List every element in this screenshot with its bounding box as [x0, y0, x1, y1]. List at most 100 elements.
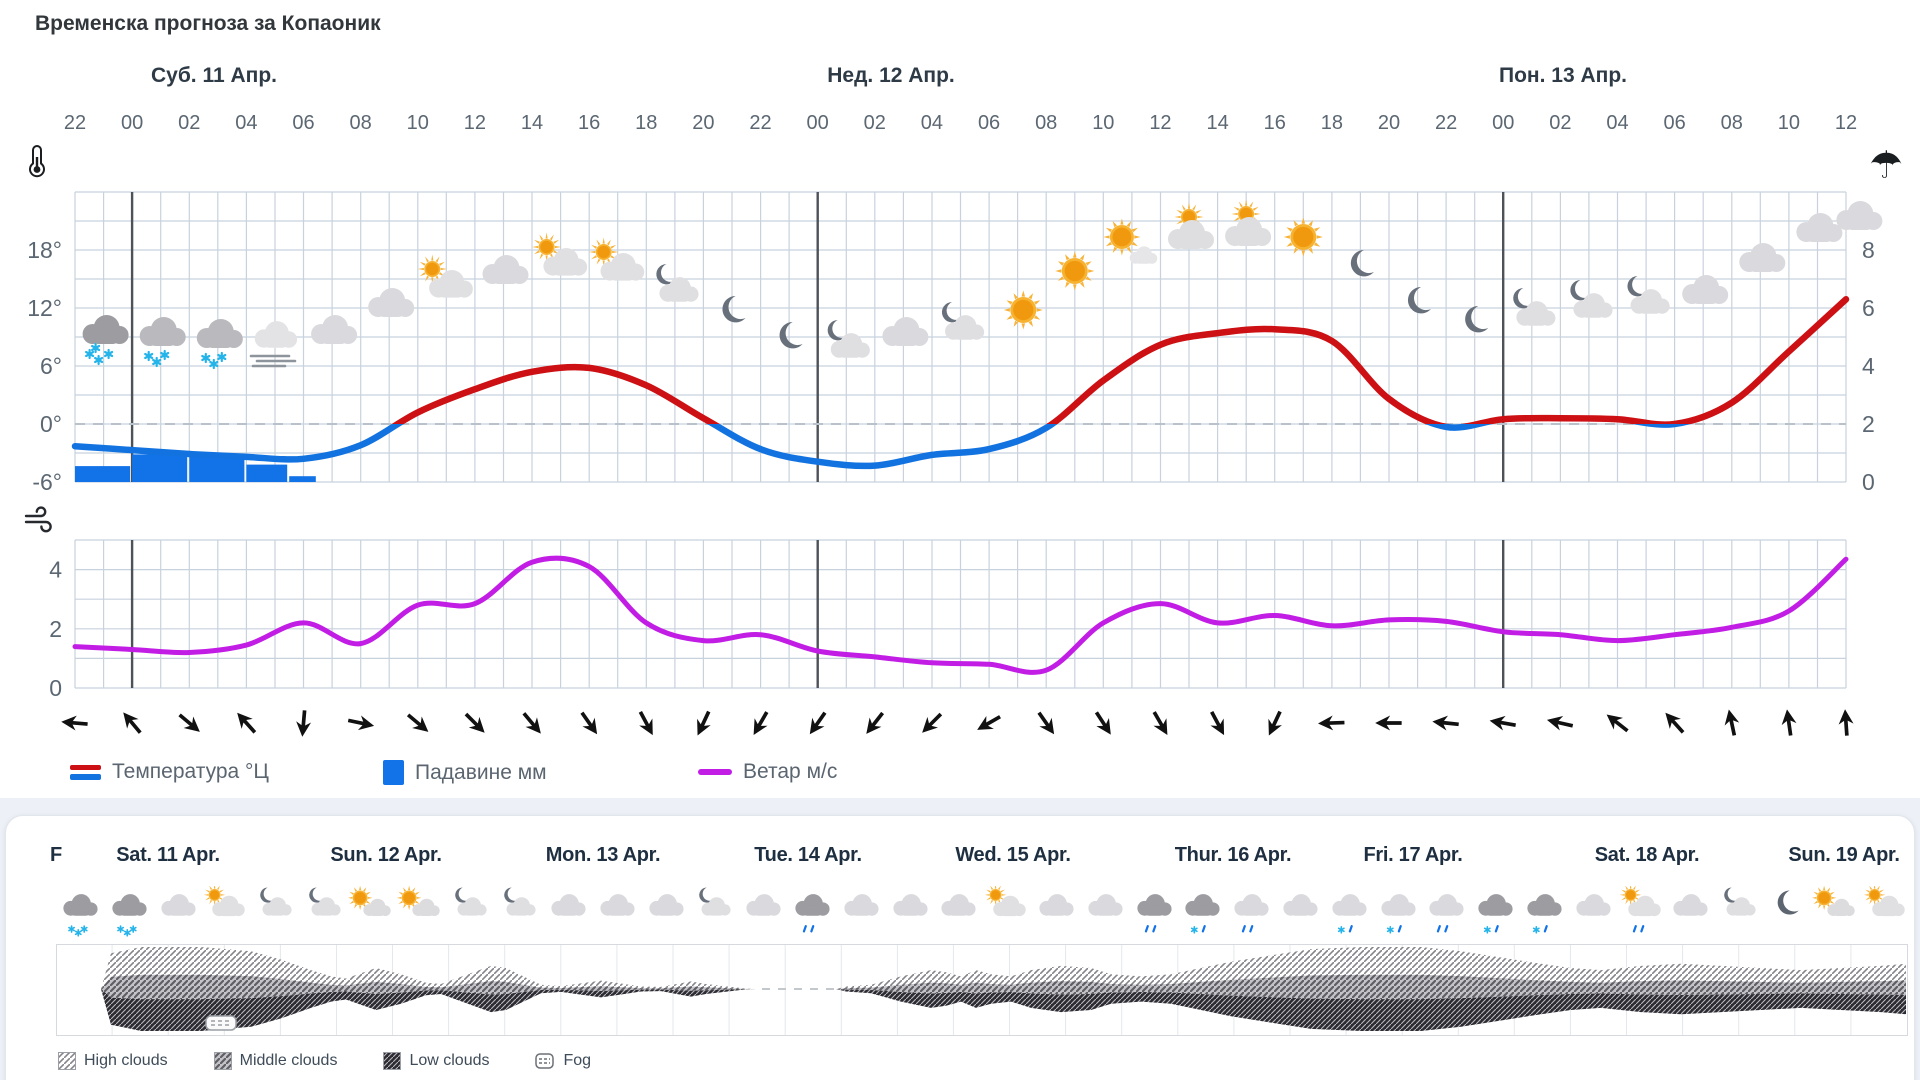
sky-icon-cloud-sun — [1168, 202, 1214, 249]
forecast-icon-cloud — [1373, 886, 1421, 943]
time-label: 02 — [1549, 112, 1572, 134]
time-label: 16 — [578, 112, 601, 134]
forecast-icon-sun-cloud — [201, 884, 249, 943]
temperature-line-below-zero — [71, 424, 1692, 470]
time-label: 12 — [463, 112, 487, 134]
wind-arrow-icon — [977, 715, 1001, 730]
forecast-icon-cloud-dark — [55, 886, 103, 943]
time-label: 16 — [1263, 112, 1286, 134]
axis-labels: 18° 12° 6° 0° -6° 8 6 4 2 0 4 2 0 — [27, 237, 1875, 701]
wind-arrow-icon — [178, 713, 200, 732]
middle-clouds-swatch-icon — [213, 1052, 232, 1070]
sky-icon-snow-dark — [82, 315, 129, 366]
wind-arrow-icon — [753, 711, 769, 735]
sky-icon-sun-cloud — [589, 237, 645, 281]
wind-arrow-icon — [922, 712, 943, 733]
forecast-icon-cloud-dark — [787, 886, 835, 943]
wind-arrow-icon — [1665, 712, 1685, 734]
sky-icon-cloud — [311, 315, 358, 344]
sky-icon-cloud — [368, 288, 415, 317]
time-label: 10 — [406, 112, 429, 134]
time-label: 12 — [1834, 112, 1858, 134]
thermometer-icon — [29, 145, 45, 178]
meteogram-chart: 18° 12° 6° 0° -6° 8 6 4 2 0 4 2 0 ☂ — [24, 143, 1903, 737]
sky-icon-moon-cloud — [1627, 276, 1670, 314]
forecast-icon-cloud — [738, 886, 786, 943]
forecast-icon-sun-cloud-bright — [347, 885, 396, 943]
fog-marker-icon — [205, 1015, 237, 1031]
wind-arrow-icon — [1724, 709, 1740, 736]
svg-text:-6°: -6° — [32, 469, 62, 495]
time-label: 02 — [863, 112, 886, 134]
time-label: 14 — [1206, 112, 1229, 134]
wind-arrow-icon — [580, 711, 598, 735]
time-label: 22 — [1434, 112, 1458, 134]
wind-arrow-icon — [638, 710, 653, 736]
svg-text:0: 0 — [49, 675, 62, 701]
wind-arrow-icon — [123, 712, 142, 734]
low-clouds-label: Low clouds — [409, 1052, 490, 1069]
svg-text:12°: 12° — [27, 295, 62, 321]
sky-icon-cloud — [482, 255, 529, 284]
fog-swatch-icon — [535, 1053, 555, 1069]
forecast-day-label: Mon. 13 Apr. — [545, 844, 661, 866]
forecast-day-label: Thur. 16 Apr. — [1174, 844, 1292, 866]
forecast-icon-cloud-dark — [1470, 886, 1518, 943]
middle-clouds-label: Middle clouds — [239, 1052, 338, 1069]
time-label: 06 — [292, 112, 315, 134]
svg-text:2: 2 — [49, 616, 62, 642]
low-clouds-swatch-icon — [383, 1052, 402, 1070]
forecast-icon-cloud — [885, 886, 933, 943]
day-header: Суб. 11 Апр. — [150, 64, 278, 87]
sky-icon-sun — [1055, 251, 1095, 291]
time-label: 12 — [1149, 112, 1172, 134]
sky-icon-sun — [1283, 217, 1323, 257]
wind-arrow-icon — [1546, 715, 1574, 731]
sky-icon-sun-cloud — [417, 254, 473, 298]
time-label: 20 — [1377, 112, 1401, 134]
cloud-cover-legend: High clouds Middle clouds Low clouds Fog — [58, 1052, 591, 1070]
legend-precipitation-label: Падавине мм — [415, 760, 547, 784]
wind-arrow-icon — [1318, 715, 1345, 731]
sky-icon-sun — [1003, 290, 1043, 330]
forecast-icon-sun-cloud-bright — [396, 885, 445, 943]
sky-icon-sun-small-cloud — [1103, 218, 1158, 264]
high-clouds-band — [101, 947, 1906, 989]
wind-arrow-icon — [1432, 715, 1459, 731]
forecast-icon-cloud — [1568, 886, 1616, 943]
forecast-icon-cloud-dark — [104, 886, 152, 943]
wind-direction-arrows — [61, 709, 1854, 737]
time-label: 18 — [635, 112, 658, 134]
wind-arrow-icon — [61, 715, 88, 731]
sky-icon-cloud — [1836, 201, 1883, 230]
forecast-icon-sun-cloud — [1861, 884, 1909, 943]
sky-icon-moon-cloud — [827, 320, 870, 358]
time-label: 20 — [692, 112, 715, 134]
time-label: 08 — [1720, 112, 1743, 134]
legend-wind: Ветар м/с — [698, 760, 837, 784]
forecast-day-label: Sat. 11 Apr. — [116, 844, 220, 866]
wind-arrow-icon — [1838, 709, 1854, 736]
wind-arrow-icon — [1268, 710, 1282, 736]
fog-label: Fog — [563, 1052, 592, 1069]
forecast-day-label: F — [50, 844, 62, 866]
forecast-icon-cloud — [1031, 886, 1079, 943]
forecast-day-label: Tue. 14 Apr. — [754, 844, 862, 866]
time-label: 00 — [806, 112, 829, 134]
sky-icon-moon — [722, 296, 746, 323]
time-label: 06 — [977, 112, 1001, 134]
forecast-icon-cloud-dark — [1177, 886, 1225, 943]
sky-icon-moon — [779, 322, 803, 349]
cloud-cover-chart — [56, 944, 1908, 1036]
wind-legend-marker — [698, 769, 732, 775]
sky-icon-moon-cloud — [1513, 288, 1556, 326]
time-label: 00 — [121, 112, 144, 134]
forecast-day-label: Sat. 18 Apr. — [1594, 844, 1700, 866]
forecast-icon-sun-cloud-bright — [1811, 885, 1860, 943]
svg-text:0°: 0° — [40, 411, 62, 437]
forecast-icon-cloud — [641, 886, 689, 943]
high-clouds-swatch-icon — [58, 1052, 76, 1070]
forecast-icon-cloud — [1080, 886, 1128, 943]
forecast-icon-cloud — [543, 886, 591, 943]
svg-text:4: 4 — [49, 557, 62, 583]
